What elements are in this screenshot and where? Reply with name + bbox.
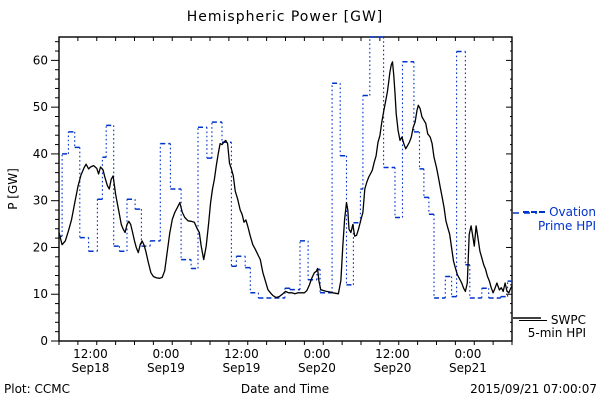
x-tick-label-date: Sep20 (374, 361, 412, 375)
y-tick-label: 40 (33, 147, 48, 161)
plot-frame (58, 36, 513, 342)
legend-swpc-line2: 5-min HPI (527, 325, 586, 340)
x-tick-label-date: Sep19 (223, 361, 261, 375)
x-tick-label-time: 12:00 (224, 347, 259, 361)
plot-credit: Plot: CCMC (4, 382, 70, 396)
x-tick-label-date: Sep21 (449, 361, 487, 375)
ovation-step-verticals (61, 37, 509, 298)
x-axis-title: Date and Time (240, 382, 330, 396)
x-tick-label-time: 12:00 (73, 347, 108, 361)
x-tick-label-time: 0:00 (303, 347, 330, 361)
y-tick-label: 0 (40, 334, 48, 348)
ovation-dashed-line-swatch (523, 211, 546, 213)
y-tick-label: 10 (33, 287, 48, 301)
y-tick-label: 60 (33, 53, 48, 67)
legend-ovation: Ovation Prime HPI (511, 205, 596, 233)
legend-swpc-line1: SWPC (550, 313, 586, 327)
legend-ovation-line2: Prime HPI (538, 219, 596, 233)
swpc-line (58, 61, 513, 299)
x-tick-label-time: 0:00 (454, 347, 481, 361)
x-tick-label-time: 12:00 (375, 347, 410, 361)
swpc-solid-line-swatch (518, 320, 547, 321)
ovation-step-horizontals (59, 36, 512, 299)
y-tick-label: 30 (33, 194, 48, 208)
legend-swpc: SWPC 5-min HPI (496, 314, 586, 339)
y-tick-label: 20 (33, 240, 48, 254)
y-tick-label: 50 (33, 100, 48, 114)
chart-title: Hemispheric Power [GW] (186, 9, 384, 25)
x-tick-label-time: 0:00 (152, 347, 179, 361)
x-tick-label-date: Sep19 (147, 361, 185, 375)
legend-ovation-line1: Ovation (549, 205, 596, 219)
x-tick-label-date: Sep18 (72, 361, 110, 375)
x-tick-label-date: Sep20 (298, 361, 336, 375)
plot-timestamp: 2015/09/21 07:00:07 (470, 382, 597, 396)
y-axis-title: P [GW] (6, 168, 20, 210)
